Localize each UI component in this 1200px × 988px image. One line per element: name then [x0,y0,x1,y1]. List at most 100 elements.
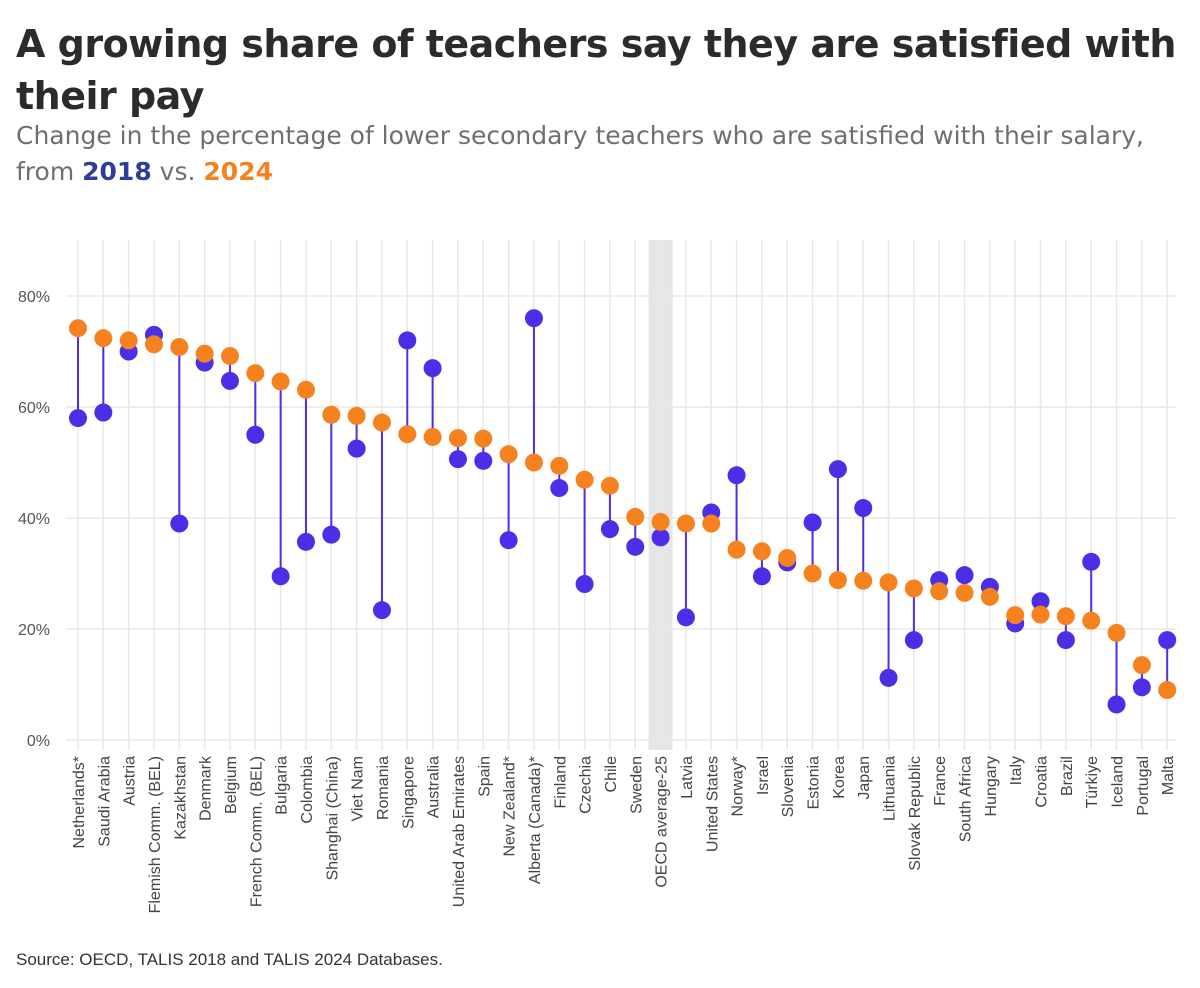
point-2024 [778,548,797,567]
x-tick-label: Alberta (Canada)* [527,756,544,884]
x-tick-label: Iceland [1110,756,1127,808]
point-2024 [1031,605,1050,624]
point-2024 [752,542,771,561]
point-2018 [69,409,87,428]
point-2018 [600,520,619,539]
x-tick-label: Latvia [679,756,696,799]
point-2018 [904,631,923,650]
point-2024 [1107,623,1126,642]
x-tick-label: Finland [552,756,569,808]
chart-subtitle: Change in the percentage of lower second… [16,118,1186,190]
x-tick-label: Spain [476,756,493,797]
x-tick-label: United States [704,756,721,852]
source-note: Source: OECD, TALIS 2018 and TALIS 2024 … [16,950,443,969]
x-tick-label: Estonia [806,756,823,809]
point-2018 [499,531,518,550]
x-tick-label: Hungary [983,756,1000,816]
x-tick-label: Belgium [223,756,240,814]
point-2024 [322,405,341,424]
y-tick-label: 0% [27,733,50,750]
point-2018 [398,331,417,350]
point-2024 [879,573,898,592]
x-tick-label: Austria [122,756,139,806]
y-tick-label: 80% [18,289,50,306]
point-2024 [296,380,315,399]
point-2018 [1056,631,1075,650]
x-tick-label: Singapore [400,756,417,829]
point-2018 [1132,678,1151,697]
x-tick-label: Croatia [1034,756,1051,808]
point-2024 [271,372,290,391]
x-tick-label: France [932,756,949,806]
point-2018 [955,566,974,585]
x-tick-label: South Africa [958,756,975,842]
point-2018 [854,499,873,518]
x-tick-label: Portugal [1135,756,1152,816]
point-2018 [1107,695,1126,714]
x-tick-label: French Comm. (BEL) [248,756,265,907]
x-tick-label: Slovenia [780,756,797,817]
point-2024 [499,445,518,464]
point-2024 [803,564,822,583]
point-2024 [904,579,923,598]
point-2024 [524,453,543,472]
point-2018 [170,514,189,533]
x-tick-label: Czechia [578,756,595,814]
point-2024 [398,425,417,444]
x-tick-label: Korea [831,756,848,799]
point-2024 [550,456,569,475]
x-tick-label: Netherlands* [71,756,88,849]
y-tick-label: 40% [18,511,50,528]
x-tick-label: Colombia [299,756,316,824]
x-tick-label: Australia [426,756,443,818]
point-2018 [676,608,695,627]
point-2024 [930,582,949,601]
x-tick-label: Chile [603,756,620,793]
x-tick-label: Romania [375,756,392,820]
x-tick-label: Malta [1160,756,1177,795]
x-tick-label: OECD average-25 [654,756,671,888]
point-2018 [524,309,543,328]
point-2018 [296,532,315,551]
x-tick-label: Bulgaria [274,756,291,815]
x-tick-label: Kazakhstan [172,756,189,840]
point-2024 [144,335,163,354]
point-2024 [1082,611,1101,630]
x-tick-label: Lithuania [882,756,899,821]
point-2018 [322,525,341,544]
point-2018 [803,513,822,532]
point-2024 [94,329,113,348]
point-2018 [651,528,670,547]
point-2018 [448,450,467,469]
legend-2024-label: 2024 [203,157,273,186]
point-2018 [246,425,265,444]
point-2024 [423,427,442,446]
point-2024 [676,514,695,533]
point-2018 [575,575,594,594]
point-2024 [220,346,239,365]
point-2024 [955,583,974,602]
point-2018 [1082,552,1101,571]
point-2024 [828,571,847,590]
point-2024 [195,344,214,363]
x-tick-label: Italy [1008,756,1025,785]
point-2018 [474,451,493,470]
point-2024 [854,571,873,590]
point-2024 [980,587,999,606]
point-2024 [1056,607,1075,626]
point-2024 [626,507,645,526]
point-2018 [372,601,391,620]
point-2024 [69,319,87,338]
point-2018 [347,439,366,458]
point-2024 [1132,656,1151,675]
y-tick-label: 60% [18,400,50,417]
x-tick-label: New Zealand* [502,756,519,857]
x-tick-label: Denmark [198,755,215,821]
point-2024 [347,406,366,425]
subtitle-vs-text: vs. [151,157,204,186]
x-tick-label: Japan [856,756,873,800]
point-2018 [94,403,113,422]
x-tick-label: Flemish Comm. (BEL) [147,756,164,913]
x-tick-label: Türkiye [1084,756,1101,809]
